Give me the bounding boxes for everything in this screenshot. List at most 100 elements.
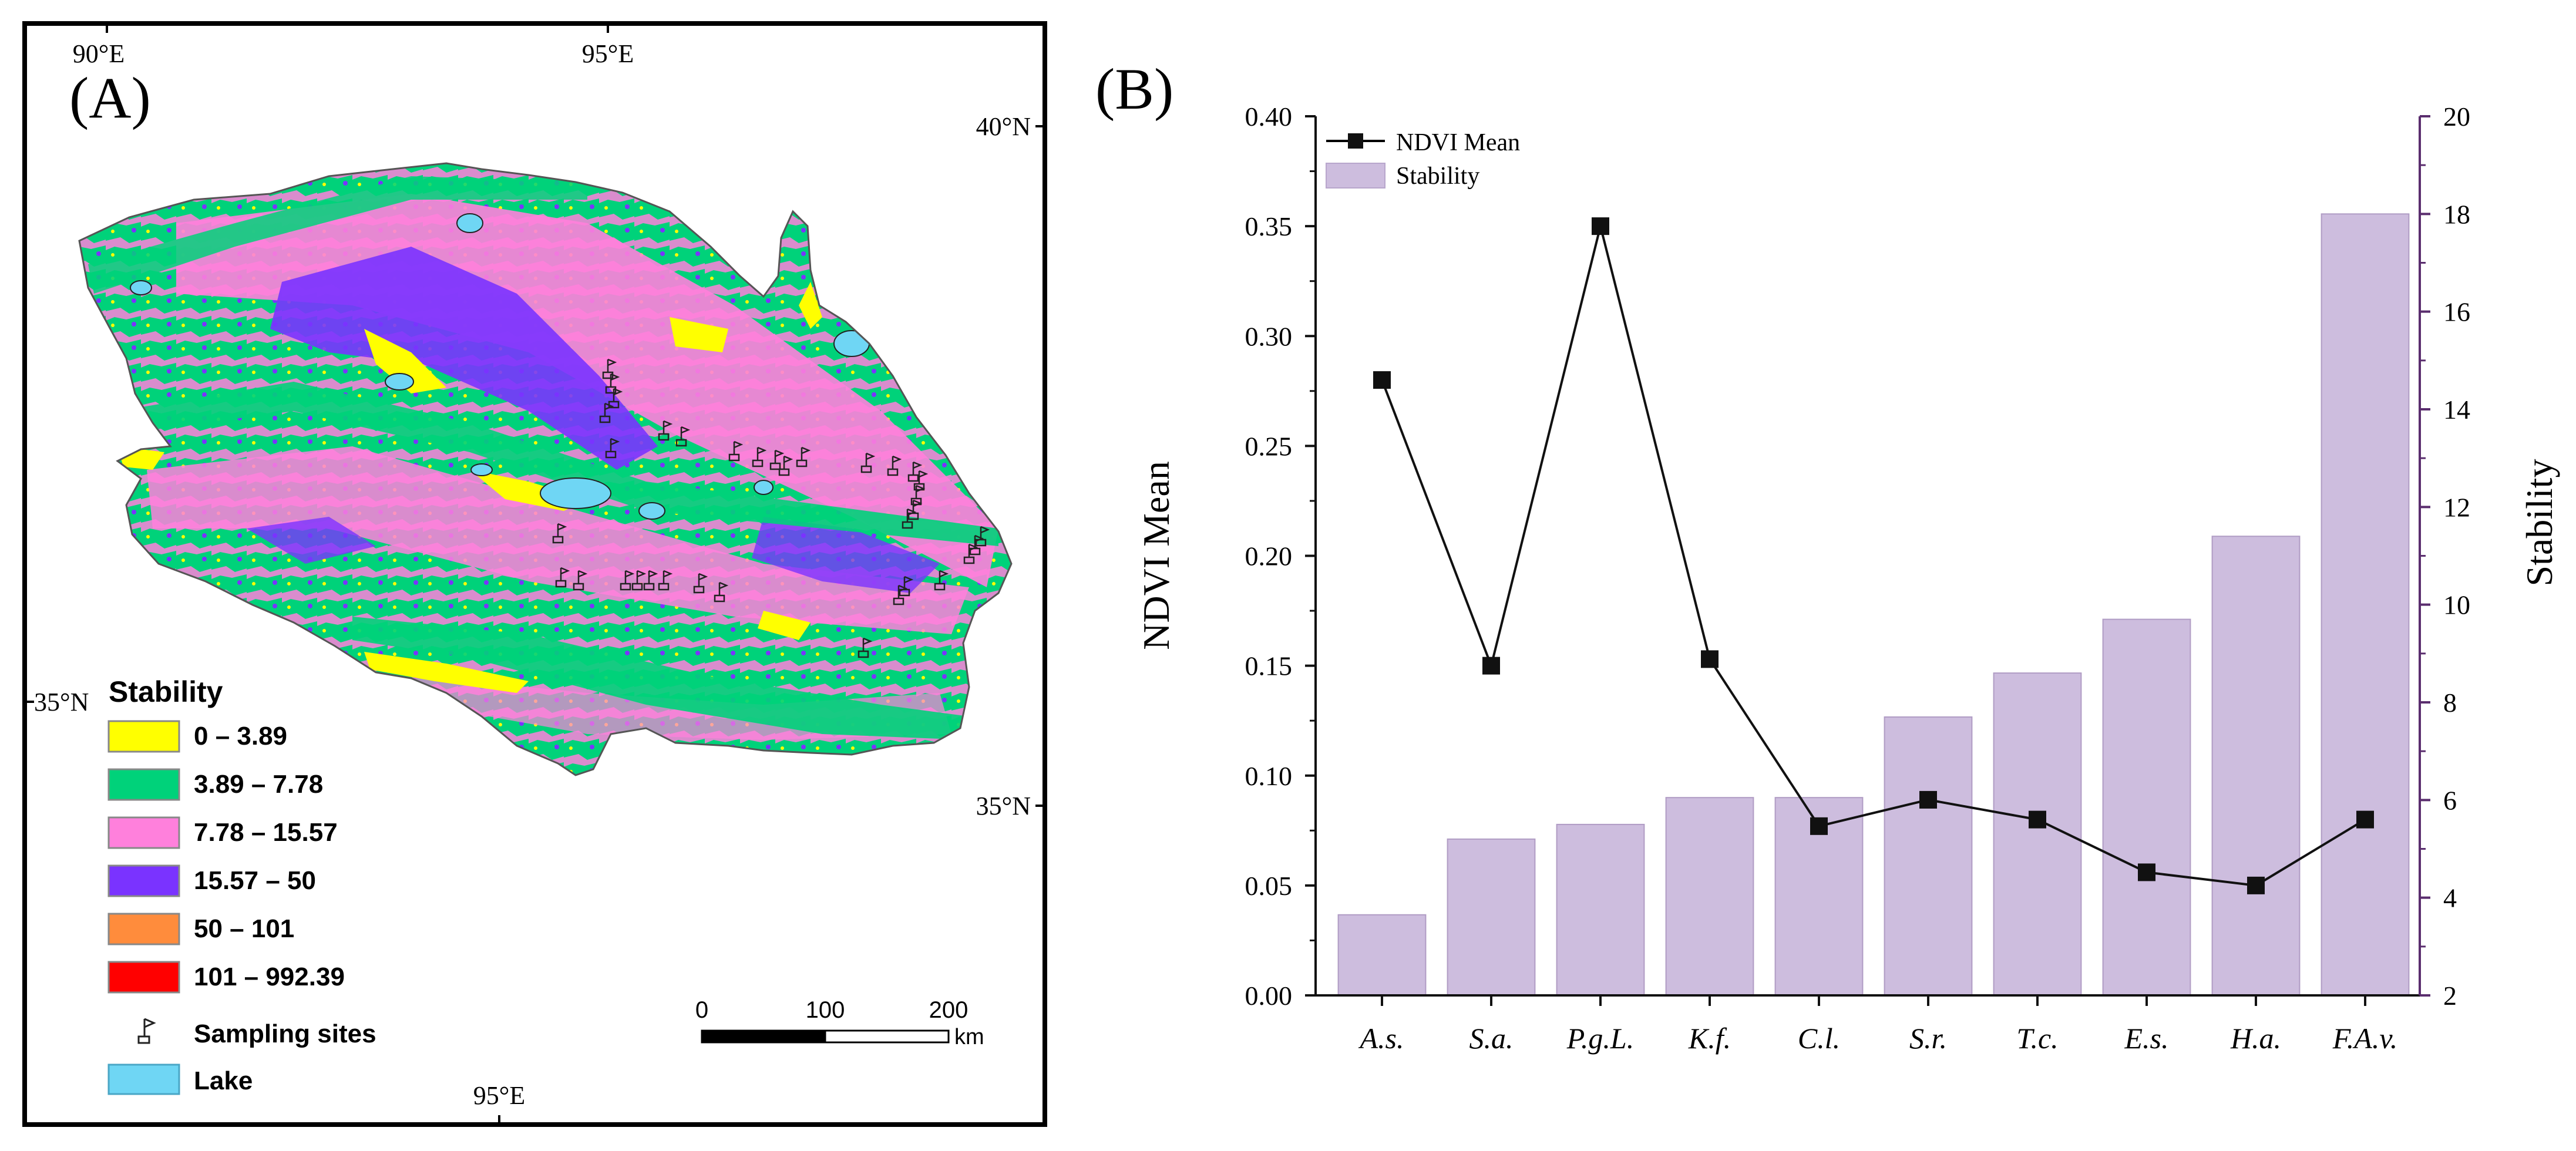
scale-tick-200: 200: [929, 997, 968, 1023]
ndvi-point: [1701, 650, 1719, 668]
legend-bar-swatch: [1326, 163, 1385, 189]
x-axis-ticks: A.s. S.a. P.g.L. K.f. C.l. S.r. T.c. E.s. H.a. F.…: [1358, 995, 2398, 1055]
sampling-site-flag: [573, 570, 588, 591]
legend-sampling-icon: [137, 1018, 156, 1044]
legend-swatch-6: [107, 961, 180, 994]
legend-swatch-4: [107, 864, 180, 897]
x-tick-label: T.c.: [2016, 1022, 2058, 1055]
x-tick-label: P.g.L.: [1566, 1022, 1634, 1055]
legend-marker-swatch: [1348, 133, 1363, 149]
sampling-site-flag: [658, 570, 673, 591]
x-tick-label: C.l.: [1798, 1022, 1840, 1055]
lat-label-right-bottom: 35°N: [976, 792, 1031, 820]
x-tick-label: H.a.: [2230, 1022, 2281, 1055]
legend-swatch-5: [107, 913, 180, 945]
legend-class-label-4: 15.57 – 50: [194, 866, 316, 895]
sampling-site-flag: [975, 526, 990, 547]
ndvi-point: [2138, 863, 2155, 881]
panel-a-label: (A): [69, 65, 151, 130]
stability-bar: [1884, 716, 1973, 996]
legend-swatch-2: [107, 768, 180, 801]
x-tick-label: A.s.: [1358, 1022, 1404, 1055]
ndvi-point: [1482, 657, 1500, 675]
ndvi-point: [1592, 217, 1609, 235]
sampling-site-flag: [887, 455, 902, 476]
x-tick-label: S.r.: [1909, 1022, 1947, 1055]
stability-bar: [1556, 823, 1645, 996]
sampling-site-flag: [963, 543, 978, 564]
ndvi-point: [2356, 810, 2374, 829]
legend-ndvi-label: NDVI Mean: [1396, 129, 1520, 156]
lon-label-top-mid: 95°E: [582, 39, 634, 68]
ndvi-point: [1373, 371, 1391, 389]
y-left-tick-label: 0.35: [1245, 211, 1293, 241]
legend-sampling-label: Sampling sites: [194, 1019, 376, 1048]
sampling-site-flag: [902, 508, 917, 529]
sampling-site-flag: [714, 581, 729, 603]
y-right-tick-label: 6: [2443, 785, 2457, 815]
sampling-site-flag: [552, 523, 567, 544]
x-tick-label: F.A.v.: [2332, 1022, 2398, 1055]
sampling-site-flag: [893, 584, 908, 605]
sampling-site-flag: [631, 570, 647, 591]
lon-label-bottom: 95°E: [473, 1081, 525, 1110]
y-left-tick-label: 0.30: [1245, 321, 1293, 351]
scale-tick-100: 100: [806, 997, 845, 1023]
sampling-site-flag: [796, 446, 811, 467]
sampling-site-flag: [599, 402, 614, 423]
ndvi-point: [2247, 876, 2265, 894]
x-tick-label: E.s.: [2124, 1022, 2169, 1055]
region-outline: [78, 162, 1013, 776]
legend-lake-label: Lake: [194, 1066, 253, 1095]
sampling-site-flag: [860, 452, 876, 473]
sampling-site-flag: [605, 437, 620, 459]
y-axis-right-ticks: 2 4 6 8 10 12 14 16 18 20: [2420, 102, 2470, 1011]
legend-swatch-3: [107, 816, 180, 849]
sampling-site-flag: [643, 570, 658, 591]
y-axis-left-title: NDVI Mean: [1135, 461, 1177, 650]
ndvi-line: [1381, 226, 2366, 887]
y-right-tick-label: 8: [2443, 688, 2457, 718]
chart-panel: (B) 0.00 0.05 0.10 0.15 0.20 0.25 0.30 0.35 0.40…: [1095, 56, 2560, 1055]
legend-stability-label: Stability: [1396, 163, 1479, 190]
y-left-tick-label: 0.10: [1245, 761, 1293, 791]
sampling-site-flag: [728, 440, 744, 462]
legend-class-label-3: 7.78 – 15.57: [194, 818, 338, 847]
x-tick-label: K.f.: [1688, 1022, 1731, 1055]
sampling-site-flag: [769, 449, 785, 470]
ndvi-point: [1810, 817, 1828, 835]
y-left-tick-label: 0.25: [1245, 431, 1293, 461]
y-left-tick-label: 0.40: [1245, 102, 1293, 132]
stability-bar: [2102, 618, 2191, 997]
chart-legend: NDVI Mean Stability: [1326, 129, 1520, 190]
sampling-site-flag: [857, 637, 873, 658]
y-right-tick-label: 12: [2443, 492, 2470, 522]
stability-bar: [2321, 213, 2410, 996]
sampling-site-flag: [934, 570, 949, 591]
sampling-site-flag: [675, 426, 691, 447]
legend-title: Stability: [109, 675, 223, 708]
sampling-sites: [552, 358, 990, 658]
legend-swatch-1: [107, 720, 180, 753]
sampling-site-flag: [555, 567, 570, 588]
sampling-site-flag: [693, 573, 708, 594]
panel-b-label: (B): [1095, 56, 1173, 122]
legend-class-label-1: 0 – 3.89: [194, 722, 287, 750]
stability-bar: [1337, 914, 1427, 997]
y-left-tick-label: 0.00: [1245, 981, 1293, 1011]
sampling-site-flag: [907, 461, 923, 482]
lat-label-right-top: 40°N: [976, 112, 1031, 141]
y-right-tick-label: 18: [2443, 199, 2470, 229]
y-right-tick-label: 14: [2443, 395, 2470, 425]
lat-label-left: 35°N: [34, 688, 89, 716]
scale-bar: 0 100 200 km: [695, 997, 984, 1049]
ndvi-line-series: [1373, 217, 2374, 894]
y-axis-left-ticks: 0.00 0.05 0.10 0.15 0.20 0.25 0.30 0.35 0.40: [1245, 102, 1316, 1011]
legend-class-label-5: 50 – 101: [194, 914, 294, 943]
y-left-tick-label: 0.05: [1245, 871, 1293, 901]
y-left-tick-label: 0.20: [1245, 541, 1293, 571]
legend-class-label-6: 101 – 992.39: [194, 962, 345, 991]
y-right-tick-label: 20: [2443, 102, 2470, 132]
ndvi-point: [1919, 790, 1937, 809]
stability-bar: [1665, 797, 1754, 997]
